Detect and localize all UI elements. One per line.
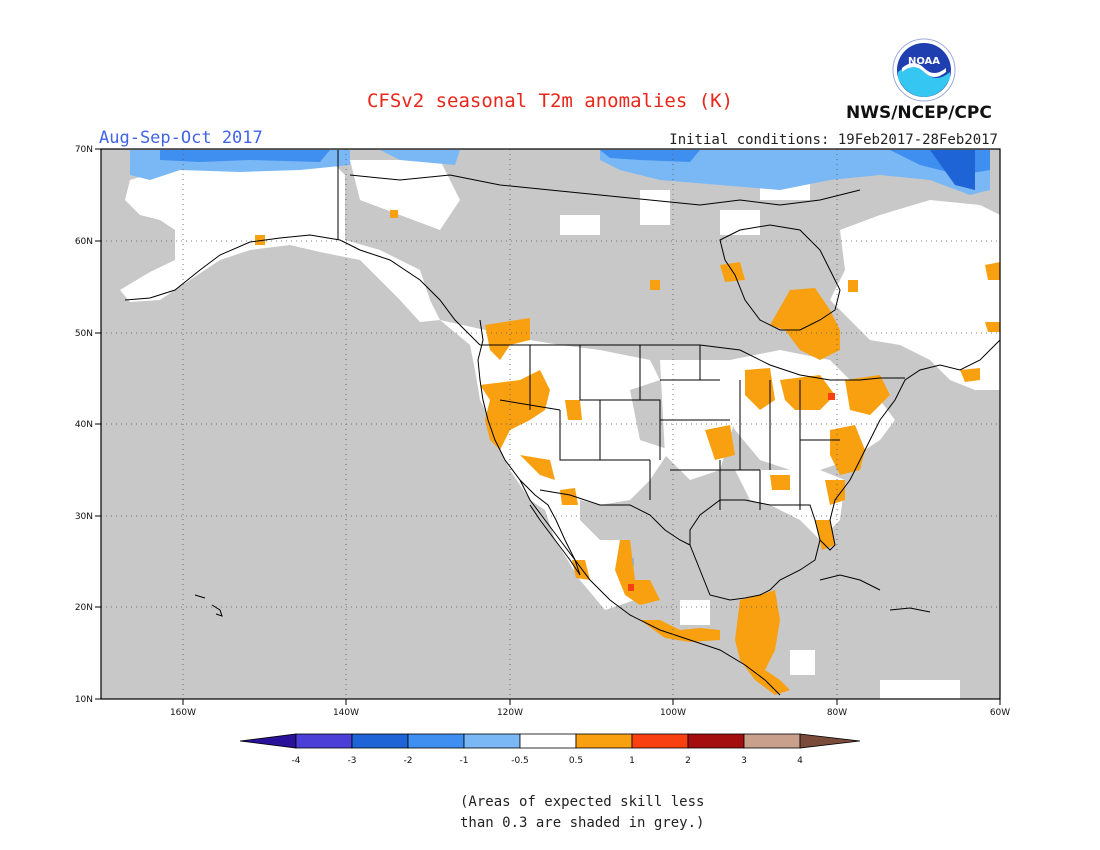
logo-text: NOAA [908, 56, 940, 67]
lon-label: 60W [990, 708, 1010, 718]
colorbar-bin [407, 733, 465, 749]
footnote-line: than 0.3 are shaded in grey.) [460, 815, 705, 831]
lat-label: 60N [75, 237, 93, 247]
colorbar-bin [631, 733, 689, 749]
lon-label: 80W [827, 708, 847, 718]
colorbar-label: 0.5 [569, 756, 583, 766]
lat-label: 10N [75, 695, 93, 705]
lat-label: 20N [75, 603, 93, 613]
warm-regions [255, 210, 1000, 695]
colorbar-label: -4 [292, 756, 301, 766]
colorbar-bin [239, 733, 297, 749]
lon-label: 160W [170, 708, 196, 718]
lat-label: 50N [75, 329, 93, 339]
colorbar-bin [463, 733, 521, 749]
cool-regions [130, 150, 990, 566]
colorbar-label: -1 [460, 756, 469, 766]
lon-label: 140W [333, 708, 359, 718]
footnote-line: (Areas of expected skill less [460, 794, 705, 810]
coastlines [124, 150, 1001, 696]
lat-label: 70N [75, 145, 93, 155]
colorbar-label: 4 [797, 756, 803, 766]
lat-label: 40N [75, 420, 93, 430]
colorbar-bin [575, 733, 633, 749]
hot-regions [628, 393, 835, 591]
colorbar-label: -2 [404, 756, 413, 766]
lat-label: 30N [75, 512, 93, 522]
lon-label: 100W [660, 708, 686, 718]
colorbar-labels: -4 -3 -2 -1 -0.5 0.5 1 2 3 4 [292, 756, 804, 766]
colorbar-label: -0.5 [511, 756, 529, 766]
colorbar-label: 2 [685, 756, 691, 766]
colorbar-bin [743, 733, 801, 749]
lon-label: 120W [497, 708, 523, 718]
noaa-logo: NOAA [892, 38, 956, 102]
map-title: CFSv2 seasonal T2m anomalies (K) [366, 90, 734, 112]
skill-footnote: (Areas of expected skill less than 0.3 a… [460, 792, 740, 834]
initial-conditions-label: Initial conditions: 19Feb2017-28Feb2017 [669, 132, 998, 148]
colorbar-bin [351, 733, 409, 749]
colorbar-bin [799, 733, 861, 749]
colorbar-bin [295, 733, 353, 749]
lon-labels: 160W 140W 120W 100W 80W 60W [170, 708, 1010, 718]
colorbar-label: 3 [741, 756, 747, 766]
tick-marks [95, 148, 1001, 705]
lat-labels: 70N 60N 50N 40N 30N 20N 10N [75, 145, 93, 705]
colorbar-bin [687, 733, 745, 749]
colorbar [239, 733, 861, 749]
colorbar-label: 1 [629, 756, 635, 766]
agency-label: NWS/NCEP/CPC [846, 103, 992, 123]
colorbar-bin [519, 733, 577, 749]
colorbar-label: -3 [348, 756, 357, 766]
graticule [101, 149, 1000, 699]
season-label: Aug-Sep-Oct 2017 [99, 128, 263, 148]
